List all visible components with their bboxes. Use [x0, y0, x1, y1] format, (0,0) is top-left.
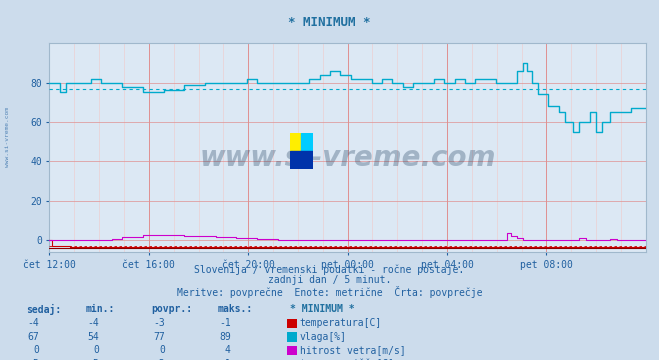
Text: -3: -3 — [153, 318, 165, 328]
Text: povpr.:: povpr.: — [152, 304, 192, 314]
Bar — [301, 133, 313, 151]
Text: 67: 67 — [28, 332, 40, 342]
Text: min.:: min.: — [86, 304, 115, 314]
Text: -4: -4 — [28, 318, 40, 328]
Text: 0: 0 — [93, 345, 99, 355]
Text: -5: -5 — [28, 359, 40, 360]
Text: 54: 54 — [87, 332, 99, 342]
Text: zadnji dan / 5 minut.: zadnji dan / 5 minut. — [268, 275, 391, 285]
Bar — [290, 151, 301, 169]
Text: -1: -1 — [219, 359, 231, 360]
Text: -5: -5 — [87, 359, 99, 360]
Text: Slovenija / vremenski podatki - ročne postaje.: Slovenija / vremenski podatki - ročne po… — [194, 265, 465, 275]
Text: 0: 0 — [34, 345, 40, 355]
Text: vlaga[%]: vlaga[%] — [300, 332, 347, 342]
Text: temp. rosišča[C]: temp. rosišča[C] — [300, 359, 394, 360]
Text: 0: 0 — [159, 345, 165, 355]
Bar — [301, 151, 313, 169]
Text: 77: 77 — [153, 332, 165, 342]
Text: -4: -4 — [87, 318, 99, 328]
Text: www.si-vreme.com: www.si-vreme.com — [5, 107, 11, 167]
Text: 89: 89 — [219, 332, 231, 342]
Text: maks.:: maks.: — [217, 304, 252, 314]
Text: sedaj:: sedaj: — [26, 304, 61, 315]
Text: -1: -1 — [219, 318, 231, 328]
Text: www.si-vreme.com: www.si-vreme.com — [200, 144, 496, 172]
Text: Meritve: povprečne  Enote: metrične  Črta: povprečje: Meritve: povprečne Enote: metrične Črta:… — [177, 286, 482, 298]
Text: hitrost vetra[m/s]: hitrost vetra[m/s] — [300, 345, 405, 355]
Text: * MINIMUM *: * MINIMUM * — [290, 304, 355, 314]
Text: -3: -3 — [153, 359, 165, 360]
Text: * MINIMUM *: * MINIMUM * — [288, 16, 371, 29]
Bar — [290, 133, 301, 151]
Text: 4: 4 — [225, 345, 231, 355]
Text: temperatura[C]: temperatura[C] — [300, 318, 382, 328]
